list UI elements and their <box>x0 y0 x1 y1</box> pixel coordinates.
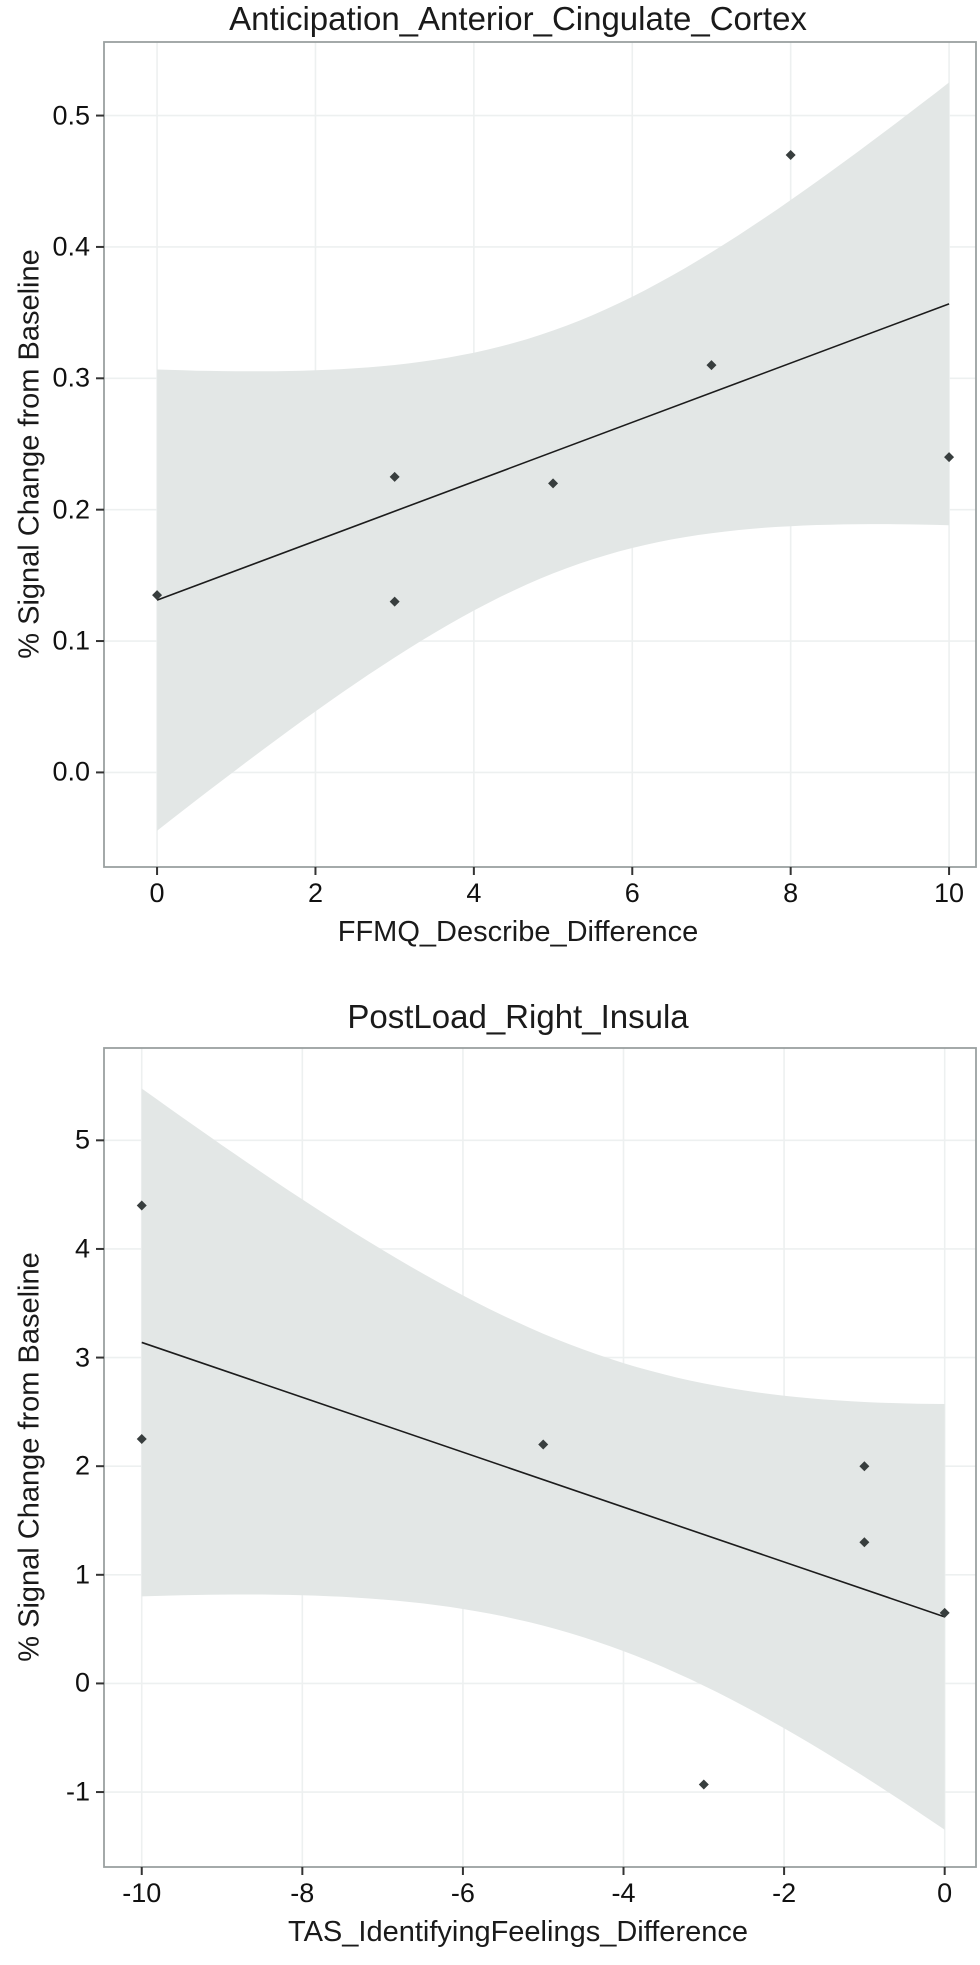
chart-title: PostLoad_Right_Insula <box>347 998 689 1035</box>
y-tick-label: 1 <box>74 1559 90 1590</box>
data-point <box>548 478 559 489</box>
y-axis-title: % Signal Change from Baseline <box>13 1252 46 1662</box>
data-point <box>859 1461 870 1472</box>
y-tick-label: 2 <box>74 1450 90 1481</box>
x-tick-label: 4 <box>466 878 482 908</box>
x-tick-label: 0 <box>937 1878 953 1908</box>
data-point <box>152 590 163 601</box>
y-tick-label: 0.5 <box>52 100 90 131</box>
data-point <box>785 149 796 160</box>
y-tick-label: 0.2 <box>52 494 90 525</box>
data-point <box>944 452 955 463</box>
x-tick-label: 6 <box>624 878 640 908</box>
confidence-band <box>157 82 950 831</box>
y-tick-label: 5 <box>74 1124 90 1155</box>
x-tick-label: -10 <box>122 1878 162 1908</box>
x-tick-label: -2 <box>772 1878 797 1908</box>
x-tick-label: 2 <box>307 878 323 908</box>
x-tick-label: 10 <box>934 878 965 908</box>
regression-line <box>141 1341 945 1618</box>
data-point <box>698 1779 709 1790</box>
panel-border <box>103 41 977 868</box>
y-tick-label: 0.1 <box>52 625 90 656</box>
x-tick-label: -6 <box>450 1878 475 1908</box>
data-point <box>706 360 717 371</box>
y-tick-label: 0.3 <box>52 362 90 393</box>
y-tick-label: 4 <box>74 1233 90 1264</box>
y-axis-title: % Signal Change from Baseline <box>13 249 46 659</box>
x-tick-label: -8 <box>290 1878 315 1908</box>
y-tick-label: 3 <box>74 1342 90 1373</box>
confidence-band <box>141 1088 945 1830</box>
data-point <box>859 1537 870 1548</box>
y-tick-label: 0.0 <box>52 756 90 787</box>
x-tick-label: -4 <box>611 1878 636 1908</box>
chart-title: Anticipation_Anterior_Cingulate_Cortex <box>229 0 807 37</box>
y-tick-label: -1 <box>65 1776 90 1807</box>
x-axis-title: FFMQ_Describe_Difference <box>337 916 699 948</box>
data-point <box>136 1200 147 1211</box>
data-point <box>389 471 400 482</box>
data-point <box>389 596 400 607</box>
x-tick-label: 8 <box>783 878 799 908</box>
data-point <box>538 1439 549 1450</box>
panel-border <box>103 1047 977 1868</box>
regression-line <box>156 303 950 601</box>
x-tick-label: 0 <box>149 878 165 908</box>
x-axis-title: TAS_IdentifyingFeelings_Difference <box>288 1916 748 1948</box>
y-tick-label: 0 <box>74 1667 90 1698</box>
y-tick-label: 0.4 <box>52 231 90 262</box>
data-point <box>136 1434 147 1445</box>
data-point <box>939 1607 950 1618</box>
